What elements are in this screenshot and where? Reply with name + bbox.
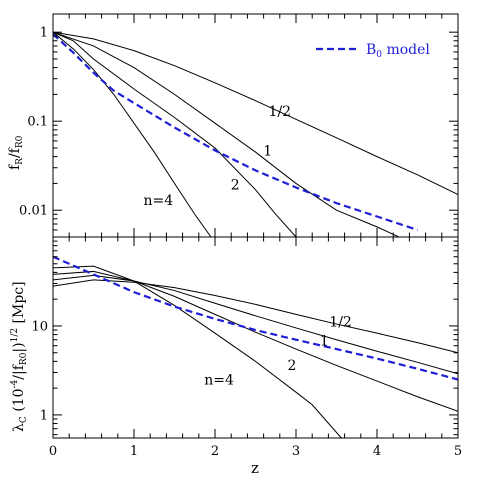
bottom-curve-label-n-4: n=4 [204, 372, 234, 388]
top-y-tick-label: 0.01 [19, 204, 48, 219]
top-y-tick-label: 0.1 [27, 115, 48, 130]
top-series-n-4 [53, 31, 212, 237]
top-curve-label-n-1: 1 [263, 144, 272, 160]
bottom-series-n-1-2 [53, 279, 458, 354]
top-curve-labels: 1/2 1 2 n=4 [143, 104, 291, 209]
top-series-group [53, 31, 458, 237]
bottom-y-axis-label: λC (10-4/|fR0|)1/2 [Mpc] [10, 281, 29, 432]
top-tick-labels: 1 0.1 0.01 [19, 26, 48, 219]
x-tick-label: 4 [373, 444, 381, 459]
x-tick-label: 3 [292, 444, 300, 459]
top-curve-label-n-4: n=4 [143, 193, 173, 209]
x-tick-label: 1 [130, 444, 138, 459]
top-y-axis-label: fR/fR0 [7, 135, 25, 170]
bottom-y-tick-label: 10 [31, 319, 48, 334]
x-tick-label: 5 [454, 444, 462, 459]
top-series-n-2 [53, 31, 297, 237]
bottom-curve-labels: 1/21 2 n=4 [204, 314, 352, 388]
top-curve-label-n-2: 2 [231, 178, 240, 194]
top-series-b0-model [53, 33, 418, 231]
bottom-y-tick-label: 1 [40, 408, 48, 423]
bottom-plot-frame [52, 236, 459, 439]
bottom-series-n-1 [53, 274, 458, 375]
top-series-n-1 [53, 31, 401, 237]
bottom-series-n-2 [53, 270, 458, 412]
x-tick-label: 2 [211, 444, 219, 459]
top-panel: 1 0.1 0.01 1/2 1 2 n=4 B0 model fR/fR0 [7, 13, 459, 238]
x-axis-label: z [251, 459, 259, 477]
bottom-curve-label-n-2: 2 [287, 358, 296, 374]
legend: B0 model [316, 42, 430, 60]
bottom-series-group [53, 255, 458, 438]
x-tick-label: 0 [49, 444, 57, 459]
bottom-curve-label-n-1: 1 [320, 334, 329, 350]
legend-label-b0: B0 model [366, 42, 430, 60]
bottom-curve-label-n-1-2: 1/2 [329, 314, 352, 330]
bottom-series-b0-model [53, 255, 458, 381]
bottom-series-n-4 [53, 265, 342, 438]
top-series-n-1-2 [53, 31, 458, 195]
top-y-tick-label: 1 [40, 26, 48, 41]
top-curve-label-n-1-2: 1/2 [269, 104, 292, 120]
